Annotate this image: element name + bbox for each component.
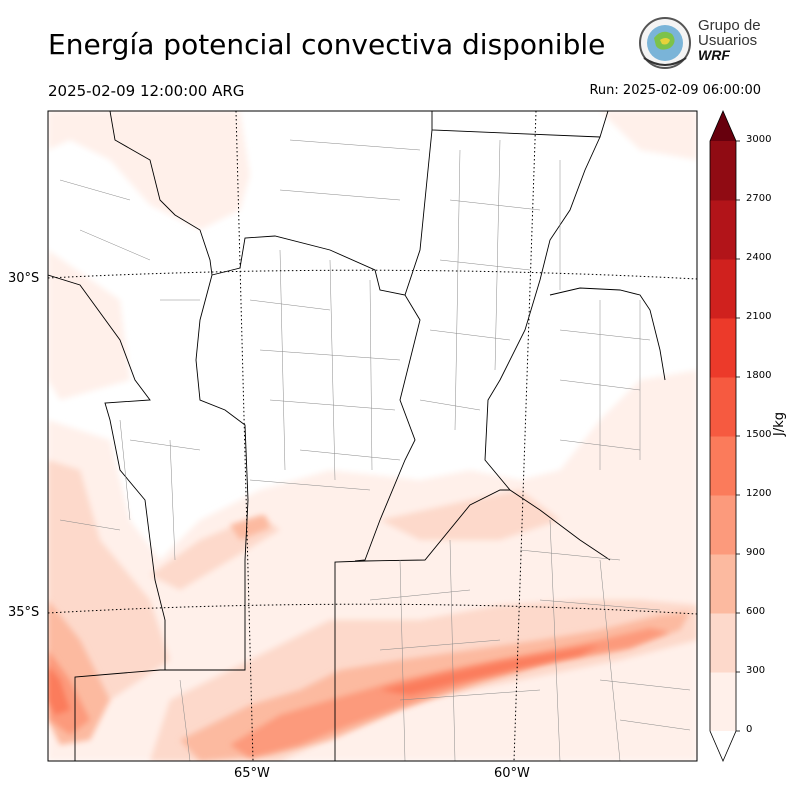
globe-icon <box>639 17 691 69</box>
colorbar-tick-label: 0 <box>746 724 753 735</box>
colorbar-segment <box>710 613 736 673</box>
logo-line2: Usuarios <box>698 32 758 49</box>
wrf-logo: Grupo de Usuarios WRF <box>636 14 766 74</box>
colorbar-tick-label: 1200 <box>746 488 772 499</box>
colorbar-tick-label: 600 <box>746 606 766 617</box>
colorbar-segment <box>710 377 736 437</box>
colorbar-segment <box>710 141 736 201</box>
colorbar-tick-label: 900 <box>746 547 766 558</box>
logo-line3: WRF <box>698 47 730 63</box>
colorbar-extend-min <box>710 731 736 761</box>
colorbar-tick-label: 3000 <box>746 134 772 145</box>
colorbar-segment <box>710 200 736 260</box>
logo-line1: Grupo de <box>698 17 761 34</box>
map-title: Energía potencial convectiva disponible <box>48 28 606 61</box>
colorbar-segment <box>710 436 736 496</box>
lon-label-65w: 65°W <box>234 766 270 781</box>
colorbar-extend-max <box>710 111 736 141</box>
colorbar-tick-label: 2100 <box>746 311 772 322</box>
colorbar-segment <box>710 495 736 555</box>
colorbar-tick-label: 1500 <box>746 429 772 440</box>
colorbar-segment <box>710 554 736 614</box>
colorbar-segment <box>710 259 736 319</box>
colorbar-tick-label: 300 <box>746 665 766 676</box>
colorbar-segment <box>710 318 736 378</box>
colorbar-tick-label: 2700 <box>746 193 772 204</box>
colorbar-segment <box>710 672 736 732</box>
lon-label-60w: 60°W <box>494 766 530 781</box>
cape-field <box>48 111 697 761</box>
colorbar-unit: J/kg <box>772 412 787 436</box>
colorbar-tick-label: 2400 <box>746 252 772 263</box>
colorbar <box>709 109 740 763</box>
lat-label-30s: 30°S <box>8 271 40 286</box>
run-time: Run: 2025-02-09 06:00:00 <box>589 83 761 98</box>
map-frame <box>47 110 698 762</box>
lat-label-35s: 35°S <box>8 605 40 620</box>
valid-time: 2025-02-09 12:00:00 ARG <box>48 82 245 100</box>
colorbar-tick-label: 1800 <box>746 370 772 381</box>
